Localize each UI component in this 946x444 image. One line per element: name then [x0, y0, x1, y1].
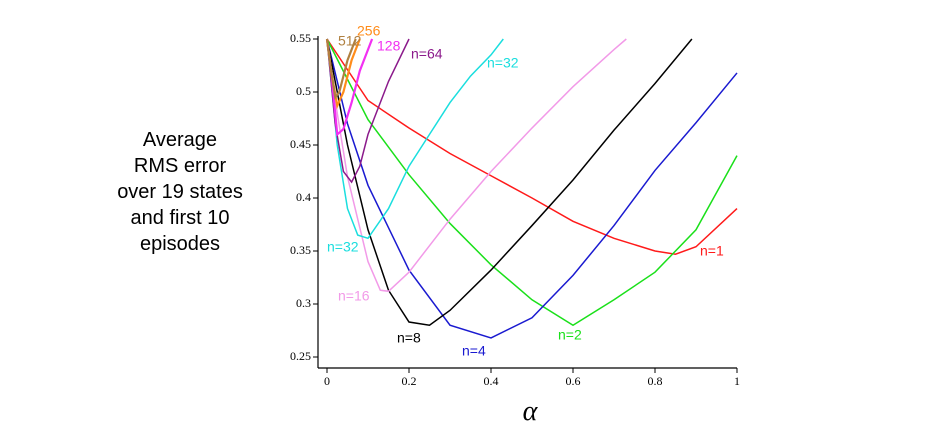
series-line [325, 38, 357, 100]
series-label: n=32 [487, 55, 519, 71]
y-axis-label: RMS error [134, 155, 227, 177]
series-line [326, 38, 504, 240]
series-line [326, 38, 627, 293]
series-label: 256 [357, 23, 381, 39]
y-tick-label: 0.25 [290, 349, 311, 363]
series-label: n=4 [462, 343, 486, 359]
y-tick-label: 0.55 [290, 31, 311, 45]
y-tick-label: 0.4 [296, 190, 311, 204]
series-line [326, 38, 738, 339]
series-label: n=8 [397, 330, 421, 346]
x-tick-label: 0.2 [402, 374, 417, 388]
series-label: n=64 [411, 46, 443, 62]
y-axis-label: over 19 states [117, 181, 243, 203]
series-line [326, 38, 738, 255]
y-tick-label: 0.3 [296, 296, 311, 310]
y-axis-label: episodes [140, 233, 220, 255]
series-line [326, 38, 693, 326]
y-tick-label: 0.45 [290, 137, 311, 151]
series-label: 512 [338, 33, 362, 49]
series-label: n=1 [700, 243, 724, 259]
plot-area [325, 38, 738, 339]
x-tick-label: 0.8 [648, 374, 663, 388]
series-label: n=16 [338, 288, 370, 304]
y-tick-label: 0.5 [296, 84, 311, 98]
series-label: n=32 [327, 239, 359, 255]
x-tick-label: 0 [324, 374, 330, 388]
series-label: n=2 [558, 327, 582, 343]
x-tick-label: 0.6 [566, 374, 581, 388]
series-line [326, 38, 738, 327]
x-axis-label: α [523, 396, 539, 427]
y-axis-label: Average [143, 129, 217, 151]
y-axis-label: and first 10 [131, 207, 230, 229]
x-tick-label: 0.4 [484, 374, 499, 388]
x-tick-label: 1 [734, 374, 740, 388]
y-tick-label: 0.35 [290, 243, 311, 257]
series-label: 128 [377, 38, 401, 54]
